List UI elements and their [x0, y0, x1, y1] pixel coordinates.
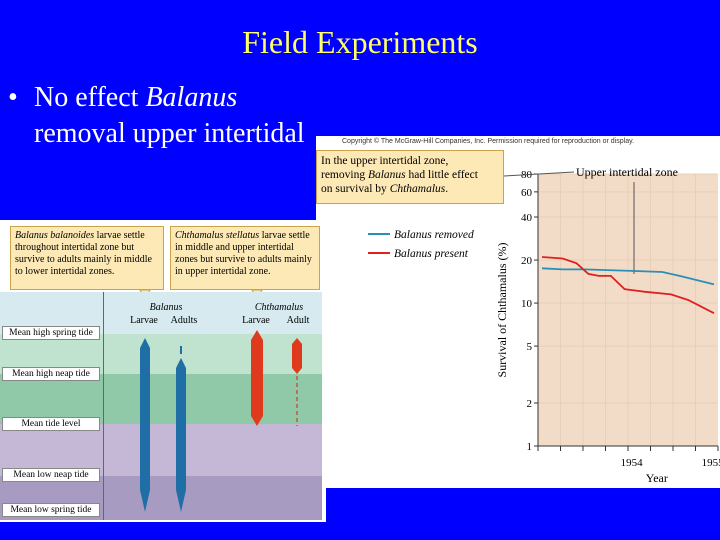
zone-middle-intertidal	[0, 374, 322, 424]
x-axis-label: Year	[646, 471, 668, 485]
callout-line-3: on survival by Chthamalus.	[321, 183, 449, 195]
chthamalus-callout: Chthamalus stellatus larvae settle in mi…	[170, 226, 320, 290]
bullet-italic: Balanus	[145, 82, 238, 113]
callout-line-2: removing Balanus had little effect	[321, 169, 478, 181]
balanus-larvae-bar	[140, 338, 150, 512]
chthamalus-larvae-label: Larvae	[242, 315, 270, 326]
balanus-adults-bar	[176, 358, 186, 512]
x-tick-label: 1954	[621, 457, 644, 469]
bullet-mark: •	[8, 82, 18, 113]
bullet-rest: removal upper intertidal	[34, 118, 305, 149]
chthamalus-adult-label: Adult	[286, 315, 310, 326]
y-axis-label: Survival of Chthamalus (%)	[495, 243, 509, 378]
legend-label: Balanus present	[394, 248, 469, 260]
balanus-adults-label: Adults	[170, 315, 198, 326]
legend-label: Balanus removed	[394, 229, 474, 241]
series-line	[541, 256, 715, 315]
tide-mean-high-spring: Mean high spring tide	[2, 326, 100, 340]
zone-lower-intertidal	[0, 424, 322, 476]
upper-zone-callout: In the upper intertidal zone, removing B…	[316, 150, 504, 204]
callout-leader	[503, 171, 575, 177]
tide-mean-high-neap: Mean high neap tide	[2, 367, 100, 381]
y-tick-label: 60	[521, 187, 533, 199]
tide-mean-level: Mean tide level	[2, 417, 100, 431]
x-tick-label: 1955	[702, 457, 720, 469]
distribution-bars	[140, 330, 302, 512]
survival-chart-figure: Copyright © The McGraw-Hill Companies, I…	[316, 136, 720, 488]
chthamalus-larvae-bar	[251, 330, 263, 426]
chthamalus-heading: Chthamalus	[254, 302, 304, 313]
y-tick-label: 40	[521, 212, 533, 224]
y-tick-label: 5	[527, 341, 533, 353]
zonation-diagram: Balanus balanoides larvae settle through…	[0, 220, 326, 522]
chthamalus-adult-bar	[292, 338, 302, 374]
column-divider	[103, 292, 104, 520]
balanus-callout: Balanus balanoides larvae settle through…	[10, 226, 164, 290]
y-tick-label: 20	[521, 255, 533, 267]
y-tick-label: 10	[521, 298, 533, 310]
series-line	[541, 267, 715, 286]
tide-mean-low-spring: Mean low spring tide	[2, 503, 100, 517]
bullet-prefix: No effect	[34, 82, 146, 113]
balanus-heading: Balanus	[149, 302, 183, 313]
slide-title: Field Experiments	[242, 24, 478, 60]
chart-title: Upper intertidal zone	[576, 165, 678, 179]
balanus-larvae-label: Larvae	[130, 315, 158, 326]
tide-mean-low-neap: Mean low neap tide	[2, 468, 100, 482]
plot-background	[538, 174, 718, 446]
copyright-notice: Copyright © The McGraw-Hill Companies, I…	[342, 138, 635, 145]
bullet-text: No effect Balanus removal upper intertid…	[34, 80, 314, 152]
y-tick-label: 1	[527, 441, 533, 453]
y-tick-label: 2	[527, 398, 533, 410]
y-tick-label: 80	[521, 169, 533, 181]
callout-line-1: In the upper intertidal zone,	[321, 155, 449, 167]
